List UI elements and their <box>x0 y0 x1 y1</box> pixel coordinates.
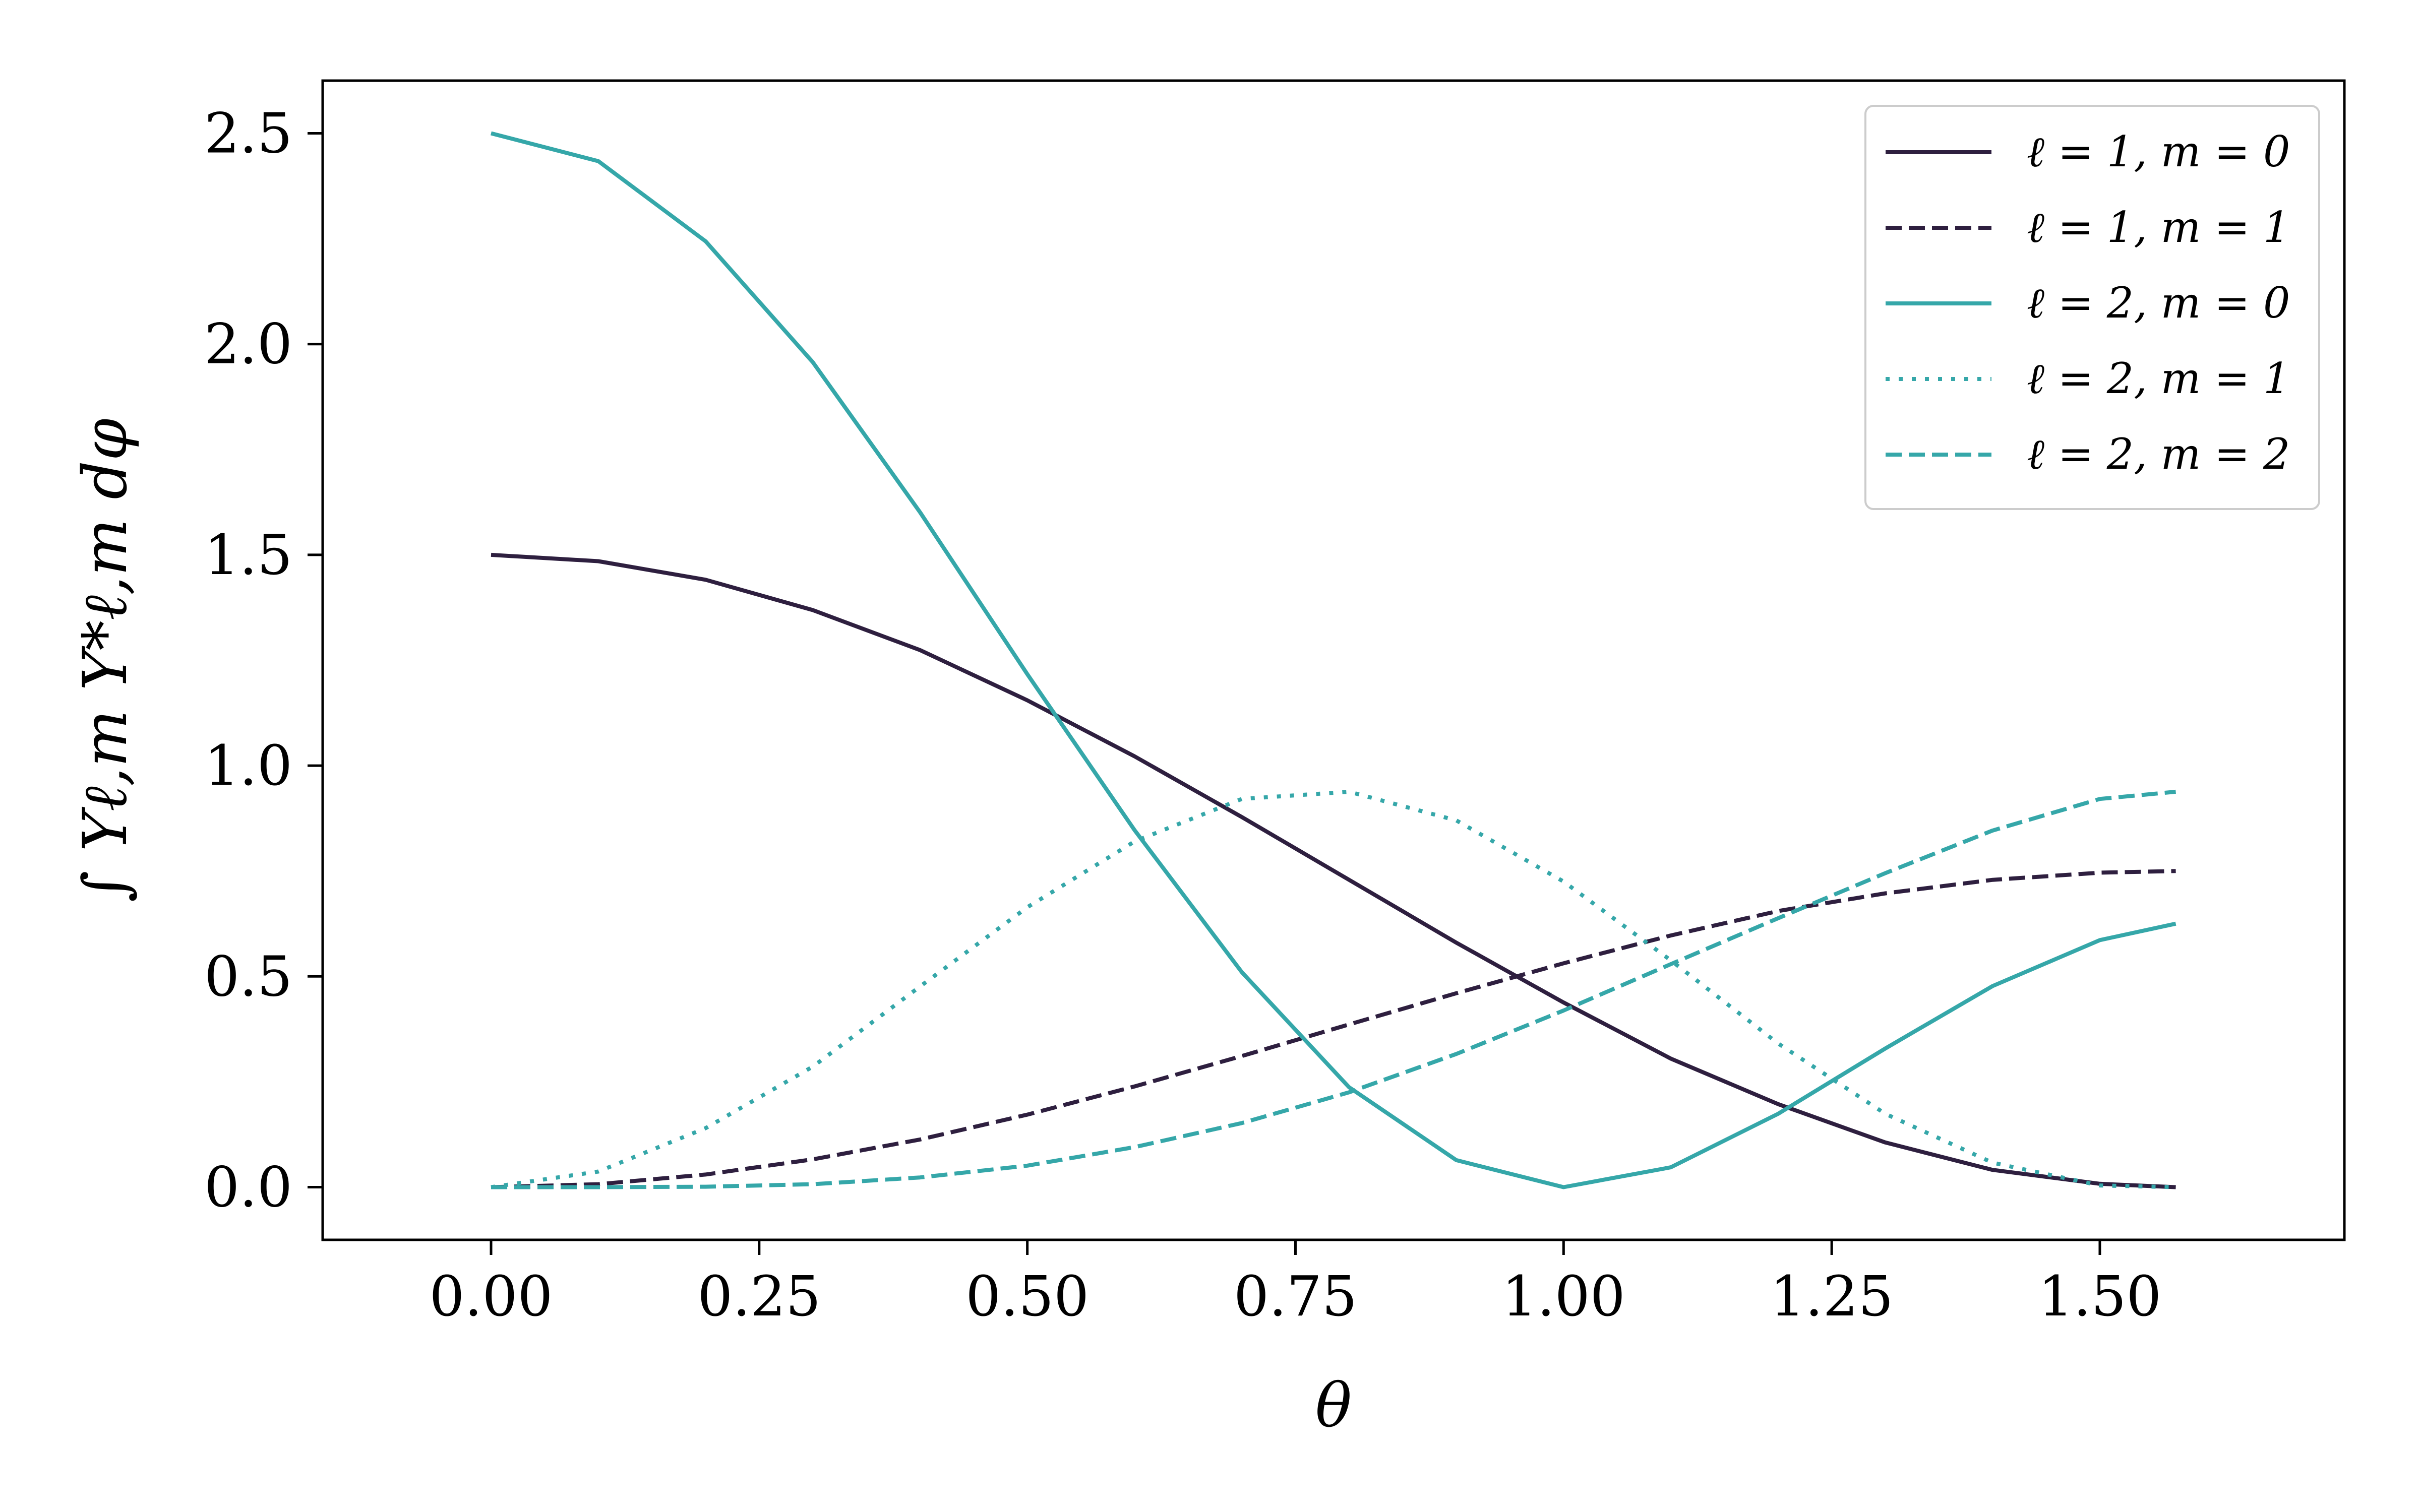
y-tick-label: 0.0 <box>204 1155 292 1219</box>
x-tick-label: 0.50 <box>965 1264 1089 1329</box>
x-tick-label: 0.00 <box>430 1264 553 1329</box>
series-line-5 <box>491 789 2176 1189</box>
y-axis-ticks: 0.0 0.5 1.0 1.5 2.0 2.5 <box>204 101 323 1219</box>
x-tick-label: 0.75 <box>1234 1264 1357 1329</box>
series-line-3 <box>490 131 2176 1189</box>
x-tick-label: 0.25 <box>697 1264 821 1329</box>
legend-label: ℓ = 1, m = 1 <box>2027 203 2290 252</box>
x-tick-label: 1.25 <box>1770 1264 1894 1329</box>
legend: ℓ = 1, m = 0 ℓ = 1, m = 1 ℓ = 2, m = 0 ℓ = … <box>1864 105 2320 510</box>
x-axis-ticks: 0.00 0.25 0.50 0.75 1.00 1.25 1.50 <box>430 1240 2162 1329</box>
legend-box <box>1864 105 2320 510</box>
x-tick-label: 1.50 <box>2038 1264 2162 1329</box>
y-tick-label: 2.5 <box>204 101 292 166</box>
y-tick-label: 0.5 <box>204 944 292 1009</box>
y-tick-label: 2.0 <box>204 312 292 376</box>
legend-label: ℓ = 2, m = 2 <box>2027 429 2290 479</box>
y-axis-label: ∫ Yℓ,m Y*ℓ,m dφ <box>71 418 141 902</box>
legend-label: ℓ = 2, m = 0 <box>2027 278 2290 328</box>
legend-label: ℓ = 1, m = 0 <box>2027 127 2290 176</box>
series-layer <box>490 131 2176 1189</box>
series-line-4 <box>491 789 2176 1189</box>
series-line-1 <box>491 552 2176 1189</box>
y-tick-label: 1.0 <box>204 733 292 798</box>
x-axis-label: θ <box>1315 1371 1352 1441</box>
x-tick-label: 1.00 <box>1502 1264 1625 1329</box>
plot-frame <box>321 79 2346 1241</box>
series-line-2 <box>491 869 2176 1189</box>
legend-label: ℓ = 2, m = 1 <box>2027 354 2290 403</box>
y-tick-label: 1.5 <box>204 523 292 587</box>
